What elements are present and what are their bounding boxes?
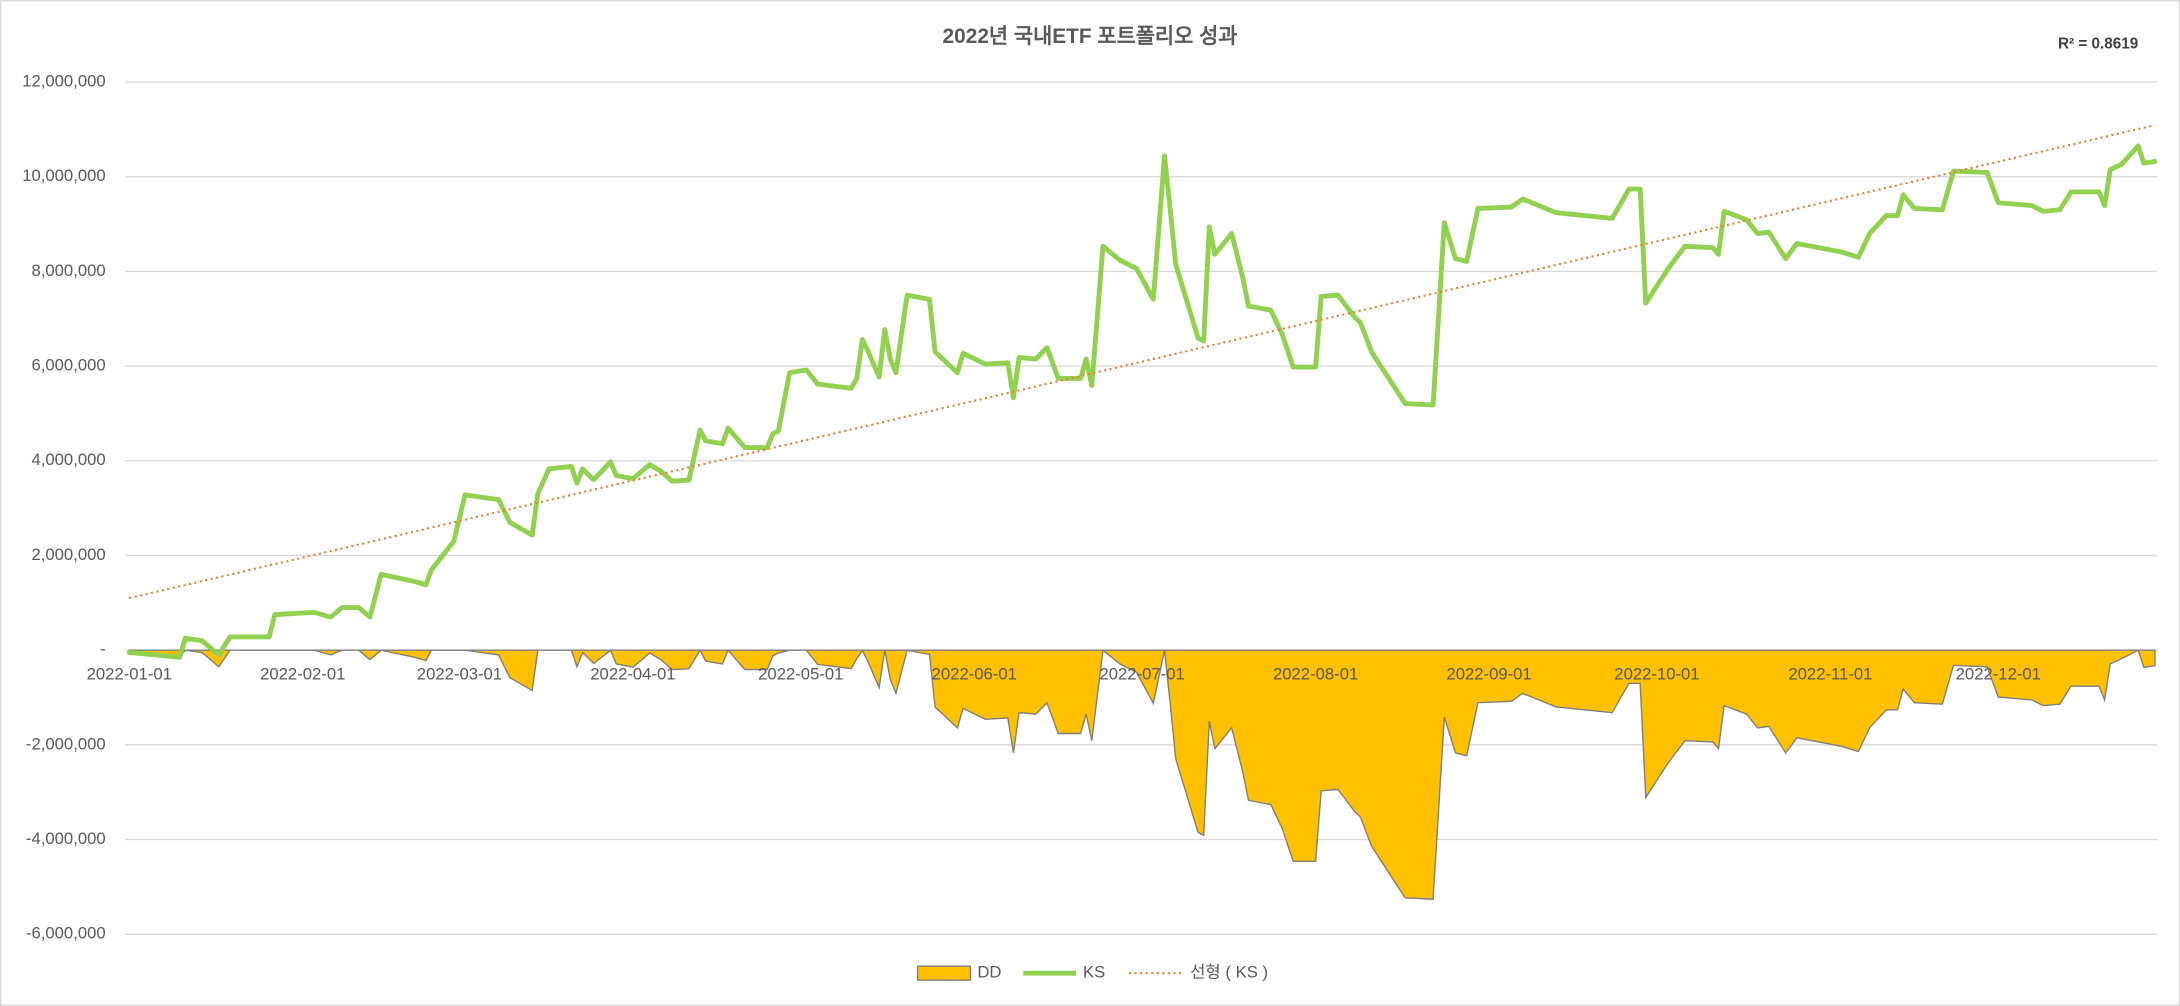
x-tick-label: 2022-10-01 [1614,665,1699,684]
y-tick-label: 8,000,000 [31,261,105,280]
y-tick-label: 4,000,000 [31,450,105,469]
drawdown-area [128,648,2156,900]
y-tick-label: - [100,640,106,659]
x-tick-label: 2022-06-01 [932,665,1017,684]
r-squared-annotation: R² = 0.8619 [2058,36,2138,53]
plot-area [126,124,2158,900]
y-tick-label: 2,000,000 [31,545,105,564]
legend-label: KS [1083,963,1105,982]
x-tick-label: 2022-12-01 [1956,665,2041,684]
labels: 12,000,000 10,000,000 8,000,000 6,000,000 4,… [22,71,2041,942]
legend-swatch [916,965,972,981]
legend-label: DD [977,963,1001,982]
y-tick-label: 12,000,000 [22,71,105,90]
legend: DD KS 선형 ( KS ) [916,963,1268,982]
y-tick-label: -2,000,000 [26,734,106,753]
x-tick-label: 2022-01-01 [87,665,172,684]
trendline [129,124,2156,600]
ks-line [126,143,2158,660]
y-tick-label: 10,000,000 [22,166,105,185]
x-tick-label: 2022-03-01 [417,665,502,684]
legend-label: 선형 ( KS ) [1190,963,1268,982]
x-tick-label: 2022-11-01 [1788,665,1872,684]
y-tick-label: 6,000,000 [31,356,105,375]
x-tick-label: 2022-02-01 [260,665,345,684]
y-tick-label: -6,000,000 [26,924,106,943]
x-tick-label: 2022-05-01 [758,665,843,684]
x-tick-label: 2022-09-01 [1446,665,1531,684]
y-tick-label: -4,000,000 [26,829,106,848]
x-tick-label: 2022-08-01 [1273,665,1358,684]
x-tick-label: 2022-04-01 [590,665,675,684]
x-tick-label: 2022-07-01 [1099,665,1184,684]
chart-title: 2022년 국내ETF 포트폴리오 성과 [943,25,1238,48]
